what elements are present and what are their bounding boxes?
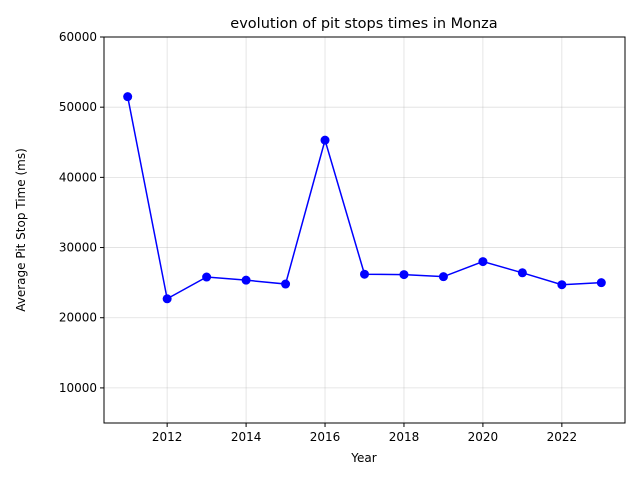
data-point [123, 92, 133, 102]
chart-title: evolution of pit stops times in Monza [230, 16, 497, 32]
data-point [162, 294, 172, 304]
y-tick-label: 10000 [59, 381, 97, 395]
x-tick-label: 2016 [310, 430, 341, 444]
y-tick-label: 50000 [59, 100, 97, 114]
plot-frame [103, 36, 626, 424]
data-point [596, 278, 606, 288]
data-point [557, 280, 567, 290]
x-axis-label: Year [350, 451, 376, 465]
data-point [202, 272, 212, 282]
data-point [478, 257, 488, 267]
x-tick-label: 2022 [547, 430, 578, 444]
data-point [281, 279, 291, 289]
y-tick-label: 30000 [59, 241, 97, 255]
data-point [399, 270, 409, 280]
y-axis-label: Average Pit Stop Time (ms) [14, 148, 28, 312]
x-tick-label: 2018 [389, 430, 420, 444]
data-point [517, 268, 527, 278]
y-tick-label: 20000 [59, 311, 97, 325]
series-layer [123, 92, 606, 304]
data-point [438, 272, 448, 282]
data-point [241, 275, 251, 285]
grid-lines [104, 36, 625, 423]
x-tick-label: 2012 [152, 430, 183, 444]
y-tick-label: 40000 [59, 170, 97, 184]
x-tick-label: 2020 [468, 430, 499, 444]
axis-ticks: 2012 2014 2016 2018 2020 2022 10000 20000 30000 4… [59, 30, 577, 444]
data-point [360, 269, 369, 279]
x-tick-label: 2014 [231, 430, 262, 444]
data-point [320, 135, 330, 145]
y-tick-label: 60000 [59, 30, 97, 44]
